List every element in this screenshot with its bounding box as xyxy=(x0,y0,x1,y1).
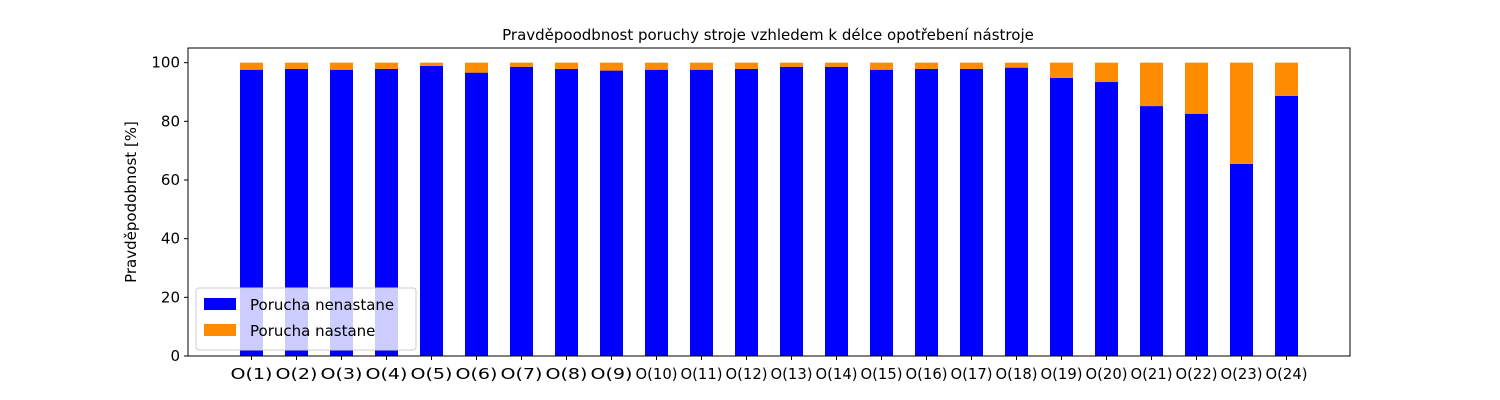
bar-porucha-nenastane-o-10 xyxy=(645,69,668,356)
bar-porucha-nenastane-o-19 xyxy=(1050,77,1073,357)
y-tick-label-0: 0 xyxy=(170,347,180,365)
y-axis-label: Pravděpodobnost [%] xyxy=(122,121,140,283)
bar-porucha-nastane-o-11 xyxy=(690,62,713,70)
bar-porucha-nastane-o-21 xyxy=(1140,62,1163,107)
bar-porucha-nenastane-o-20 xyxy=(1095,82,1118,356)
bar-porucha-nastane-o-8 xyxy=(555,62,578,69)
x-tick-label-o-9: O(9) xyxy=(591,365,633,383)
x-tick-label-o-6: O(6) xyxy=(456,365,498,383)
bar-porucha-nenastane-o-7 xyxy=(510,66,533,357)
y-axis-ticks: 0 20 40 60 80 100 xyxy=(151,54,188,365)
bar-porucha-nastane-o-24 xyxy=(1275,62,1298,96)
bar-porucha-nenastane-o-24 xyxy=(1275,95,1298,357)
x-tick-label-o-7: O(7) xyxy=(501,365,543,383)
bar-porucha-nenastane-o-21 xyxy=(1140,106,1163,356)
bar-porucha-nastane-o-7 xyxy=(510,62,533,67)
bar-porucha-nenastane-o-8 xyxy=(555,68,578,357)
bar-porucha-nenastane-o-13 xyxy=(780,66,803,357)
x-tick-label-o-11: O(11) xyxy=(681,365,723,383)
legend-swatch-porucha-nenastane xyxy=(204,298,236,310)
y-tick-label-40: 40 xyxy=(161,230,180,248)
bars xyxy=(240,62,1298,357)
legend-frame xyxy=(195,287,417,351)
bar-porucha-nastane-o-17 xyxy=(960,62,983,69)
bar-porucha-nenastane-o-3 xyxy=(330,69,353,356)
bar-porucha-nastane-o-15 xyxy=(870,62,893,70)
bar-porucha-nenastane-o-12 xyxy=(735,68,758,357)
bar-porucha-nenastane-o-2 xyxy=(285,68,308,357)
bar-porucha-nenastane-o-4 xyxy=(375,68,398,357)
chart-title: Pravděpoodbnost poruchy stroje vzhledem … xyxy=(502,26,1034,44)
x-tick-label-o-10: O(10) xyxy=(636,365,678,383)
x-tick-label-o-19: O(19) xyxy=(1041,365,1083,383)
bar-porucha-nenastane-o-11 xyxy=(690,69,713,356)
bar-porucha-nastane-o-4 xyxy=(375,62,398,69)
legend-label-porucha-nenastane: Porucha nenastane xyxy=(250,296,394,314)
x-tick-label-o-22: O(22) xyxy=(1176,365,1218,383)
bar-porucha-nastane-o-19 xyxy=(1050,62,1073,78)
y-tick-label-20: 20 xyxy=(161,288,180,306)
x-axis-ticks: O(1) O(2) O(3) O(4) O(5) O(6) O(7) O(8) O(9) O(10… xyxy=(231,356,1308,383)
bar-porucha-nastane-o-22 xyxy=(1185,62,1208,114)
bar-porucha-nastane-o-12 xyxy=(735,62,758,69)
x-tick-label-o-17: O(17) xyxy=(951,365,993,383)
x-tick-label-o-12: O(12) xyxy=(726,365,768,383)
bar-porucha-nenastane-o-16 xyxy=(915,68,938,357)
x-tick-label-o-2: O(2) xyxy=(276,365,318,383)
y-tick-label-100: 100 xyxy=(151,54,180,72)
bar-porucha-nenastane-o-23 xyxy=(1230,163,1253,356)
x-tick-label-o-15: O(15) xyxy=(861,365,903,383)
x-tick-label-o-8: O(8) xyxy=(546,365,588,383)
bar-porucha-nastane-o-14 xyxy=(825,62,848,67)
x-tick-label-o-20: O(20) xyxy=(1086,365,1128,383)
bar-porucha-nenastane-o-17 xyxy=(960,68,983,357)
x-tick-label-o-16: O(16) xyxy=(906,365,948,383)
x-tick-label-o-1: O(1) xyxy=(231,365,273,383)
bar-porucha-nenastane-o-18 xyxy=(1005,67,1028,357)
bar-porucha-nenastane-o-9 xyxy=(600,70,623,356)
x-tick-label-o-23: O(23) xyxy=(1221,365,1263,383)
x-tick-label-o-3: O(3) xyxy=(321,365,363,383)
x-tick-label-o-13: O(13) xyxy=(771,365,813,383)
bar-porucha-nastane-o-18 xyxy=(1005,62,1028,68)
y-tick-label-60: 60 xyxy=(161,171,180,189)
bar-porucha-nastane-o-3 xyxy=(330,62,353,70)
bar-porucha-nastane-o-1 xyxy=(240,62,263,70)
x-tick-label-o-5: O(5) xyxy=(411,365,453,383)
bar-porucha-nastane-o-6 xyxy=(465,62,488,73)
bar-porucha-nastane-o-13 xyxy=(780,62,803,67)
bar-porucha-nenastane-o-6 xyxy=(465,72,488,356)
bar-porucha-nenastane-o-22 xyxy=(1185,114,1208,356)
bar-porucha-nastane-o-10 xyxy=(645,62,668,70)
bar-porucha-nenastane-o-14 xyxy=(825,66,848,357)
bar-porucha-nenastane-o-15 xyxy=(870,69,893,356)
x-tick-label-o-14: O(14) xyxy=(816,365,858,383)
y-tick-label-80: 80 xyxy=(161,112,180,130)
legend: Porucha nenastane Porucha nastane xyxy=(195,287,417,351)
legend-label-porucha-nastane: Porucha nastane xyxy=(250,322,375,340)
x-tick-label-o-24: O(24) xyxy=(1266,365,1308,383)
bar-porucha-nastane-o-9 xyxy=(600,62,623,71)
bar-porucha-nenastane-o-5 xyxy=(420,65,443,356)
legend-swatch-porucha-nastane xyxy=(204,324,236,336)
bar-porucha-nastane-o-20 xyxy=(1095,62,1118,83)
bar-porucha-nastane-o-2 xyxy=(285,62,308,69)
plot-frame xyxy=(187,47,1351,357)
x-tick-label-o-4: O(4) xyxy=(366,365,408,383)
x-tick-label-o-18: O(18) xyxy=(996,365,1038,383)
bar-porucha-nastane-o-5 xyxy=(420,62,443,66)
x-tick-label-o-21: O(21) xyxy=(1131,365,1173,383)
bar-porucha-nastane-o-16 xyxy=(915,62,938,69)
bar-porucha-nenastane-o-1 xyxy=(240,69,263,356)
bar-porucha-nastane-o-23 xyxy=(1230,62,1253,164)
